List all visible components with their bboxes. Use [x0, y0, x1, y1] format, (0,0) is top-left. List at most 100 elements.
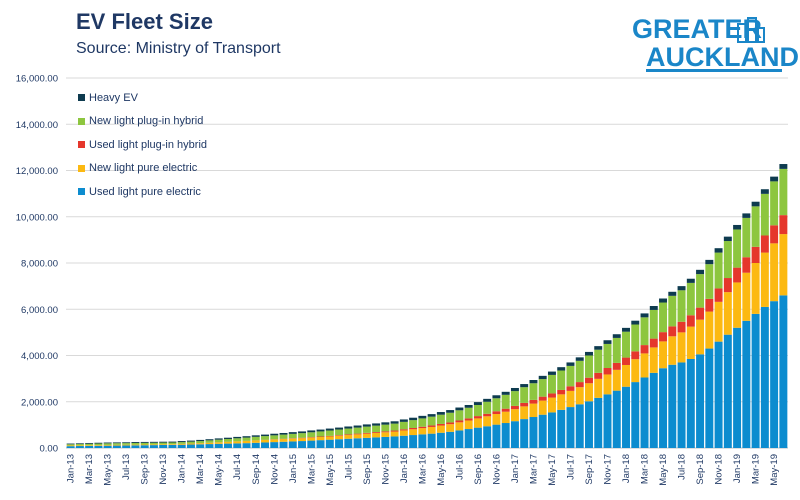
- bar-segment: [270, 442, 279, 448]
- x-tick-label: May-16: [436, 454, 447, 486]
- bar-segment: [455, 407, 464, 411]
- legend-item: Used light pure electric: [78, 180, 207, 204]
- bar-segment: [686, 358, 695, 448]
- bar-segment: [612, 334, 621, 338]
- bar-segment: [66, 446, 75, 448]
- bar-segment: [436, 423, 445, 426]
- bar-segment: [723, 334, 732, 448]
- bar-segment: [659, 368, 668, 448]
- bar-segment: [409, 435, 418, 448]
- bar-segment: [279, 439, 288, 442]
- bar-segment: [399, 430, 408, 436]
- bar-segment: [353, 438, 362, 448]
- bar-segment: [399, 421, 408, 430]
- bar-segment: [122, 443, 131, 445]
- bar-segment: [122, 442, 131, 444]
- bar-segment: [538, 379, 547, 397]
- bar-segment: [427, 433, 436, 448]
- bar-segment: [649, 347, 658, 373]
- bar-segment: [649, 338, 658, 348]
- bar-segment: [66, 443, 75, 445]
- bar-segment: [612, 362, 621, 370]
- bar-segment: [159, 442, 168, 445]
- bar-segment: [779, 234, 788, 296]
- bar-segment: [362, 432, 371, 434]
- x-tick-label: Jan-13: [66, 454, 77, 483]
- bar-segment: [325, 436, 334, 440]
- bar-segment: [520, 406, 529, 420]
- bar-segment: [751, 206, 760, 247]
- bar-segment: [566, 362, 575, 366]
- bar-segment: [353, 434, 362, 439]
- bar-segment: [390, 436, 399, 448]
- x-tick-label: Jan-16: [399, 454, 410, 483]
- bar-segment: [436, 425, 445, 433]
- y-tick-label: 8,000.00: [21, 259, 58, 270]
- bar-segment: [473, 418, 482, 428]
- bar-segment: [760, 306, 769, 448]
- bar-segment: [659, 341, 668, 369]
- bar-segment: [270, 433, 279, 436]
- bar-segment: [455, 410, 464, 421]
- bar-segment: [427, 425, 436, 427]
- bar-segment: [733, 282, 742, 328]
- x-tick-label: Jul-13: [121, 454, 132, 480]
- bar-segment: [640, 313, 649, 318]
- bar-segment: [261, 440, 269, 443]
- bar-segment: [85, 443, 94, 446]
- bar-segment: [381, 436, 390, 448]
- bar-segment: [131, 445, 140, 448]
- x-tick-label: Sep-13: [140, 454, 151, 485]
- bar-segment: [307, 437, 316, 441]
- bar-segment: [594, 378, 603, 398]
- bar-segment: [464, 404, 473, 408]
- bar-segment: [557, 367, 566, 371]
- x-tick-label: May-19: [769, 454, 780, 486]
- x-tick-label: Jan-17: [510, 454, 521, 483]
- bar-segment: [75, 445, 84, 447]
- x-tick-label: Mar-16: [417, 454, 428, 484]
- bar-segment: [103, 442, 112, 444]
- bar-segment: [94, 445, 103, 446]
- bar-segment: [362, 424, 371, 427]
- bar-segment: [668, 291, 677, 296]
- chart-subtitle: Source: Ministry of Transport: [76, 40, 281, 57]
- x-tick-label: Mar-13: [84, 454, 95, 484]
- bar-segment: [714, 288, 723, 302]
- bar-segment: [242, 440, 251, 444]
- bar-segment: [770, 225, 779, 244]
- bar-segment: [446, 410, 455, 413]
- bar-segment: [335, 427, 344, 430]
- x-tick-label: Nov-14: [269, 454, 280, 485]
- bar-segment: [279, 441, 288, 448]
- bar-segment: [177, 441, 186, 443]
- bar-segment: [418, 426, 427, 429]
- greater-auckland-logo: GREATER AUCKLAND: [632, 14, 799, 72]
- bar-segment: [696, 319, 705, 355]
- bar-segment: [75, 444, 84, 446]
- bar-segment: [585, 377, 593, 384]
- bar-segment: [520, 419, 529, 448]
- x-tick-label: Jul-17: [566, 454, 577, 480]
- bar-segment: [520, 402, 529, 407]
- bar-segment: [418, 418, 427, 427]
- bar-segment: [66, 445, 75, 447]
- bar-segment: [325, 428, 334, 431]
- bar-segment: [233, 438, 242, 442]
- bar-segment: [298, 433, 307, 438]
- bar-segment: [344, 426, 353, 429]
- bar-segment: [159, 441, 168, 443]
- bar-segment: [112, 442, 121, 444]
- bar-segment: [770, 181, 779, 226]
- bar-segment: [233, 443, 242, 449]
- bar-segment: [751, 263, 760, 314]
- bar-segment: [723, 278, 732, 293]
- bar-segment: [473, 416, 482, 419]
- bar-segment: [251, 436, 260, 441]
- x-tick-label: Jul-15: [343, 454, 354, 480]
- bar-segment: [94, 443, 103, 446]
- x-tick-label: Mar-18: [640, 454, 651, 484]
- bar-segment: [344, 435, 353, 439]
- bar-segment: [307, 440, 316, 448]
